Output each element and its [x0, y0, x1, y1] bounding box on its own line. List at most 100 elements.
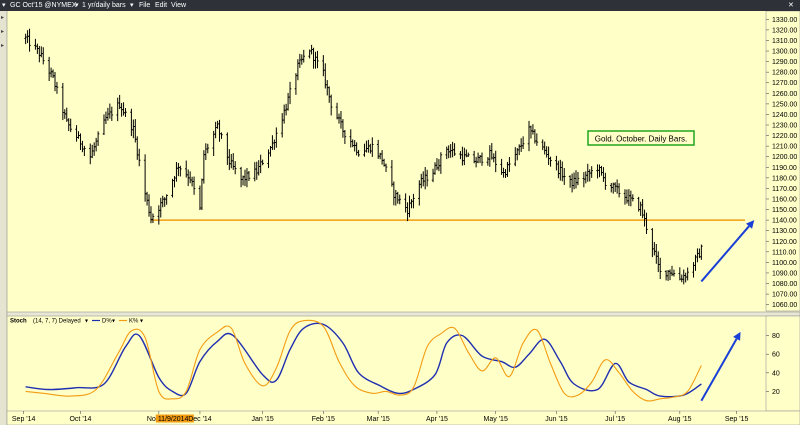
- stoch-axis: [765, 315, 800, 412]
- price-bar: [108, 103, 112, 119]
- price-bar: [549, 156, 552, 167]
- price-bar: [684, 272, 687, 283]
- grip-icon[interactable]: ▸: [1, 15, 4, 21]
- price-bar: [519, 138, 523, 152]
- price-bar: [143, 154, 147, 202]
- menu-edit[interactable]: Edit: [155, 2, 168, 9]
- price-bar: [535, 133, 539, 146]
- chevron-down-icon[interactable]: ▾: [75, 2, 79, 9]
- period-selector[interactable]: 1 yr/daily bars: [82, 2, 126, 9]
- price-tick-label: 1070.00: [772, 292, 797, 299]
- price-bar: [453, 143, 456, 156]
- price-bar: [34, 38, 37, 50]
- stoch-name: Stoch: [10, 319, 27, 325]
- price-bar: [513, 147, 517, 167]
- price-tick-label: 1170.00: [772, 186, 797, 193]
- price-bar: [410, 199, 413, 209]
- chevron-down-icon[interactable]: ▾: [130, 2, 134, 9]
- price-bar: [586, 163, 590, 182]
- price-bar: [425, 169, 429, 187]
- price-bar: [596, 164, 599, 179]
- price-bar: [700, 244, 703, 260]
- price-bar: [38, 45, 41, 63]
- price-bar: [39, 46, 43, 58]
- price-bar: [627, 189, 631, 206]
- price-bar: [555, 155, 558, 171]
- price-bar: [380, 150, 384, 165]
- panel-divider[interactable]: [6, 311, 800, 317]
- price-tick-label: 1330.00: [772, 17, 797, 24]
- price-bar: [92, 142, 96, 156]
- price-bar: [177, 163, 180, 177]
- time-tick-label: Aug '15: [668, 416, 692, 423]
- time-tick-label: May '15: [484, 416, 508, 423]
- price-bar: [216, 120, 219, 129]
- price-bar: [396, 191, 400, 204]
- price-tick-label: 1150.00: [772, 207, 797, 214]
- price-tick-label: 1200.00: [772, 154, 797, 161]
- price-bar: [286, 92, 290, 111]
- price-bar: [47, 56, 51, 81]
- grip-icon[interactable]: ▸: [1, 43, 4, 49]
- price-bar: [294, 73, 298, 95]
- price-bar: [480, 152, 484, 166]
- time-tick-label: Jun '15: [545, 416, 567, 423]
- chevron-down-icon[interactable]: ▾: [2, 2, 6, 9]
- price-bar: [298, 53, 302, 68]
- menu-file[interactable]: File: [139, 2, 151, 9]
- price-bar: [412, 193, 415, 209]
- price-bar: [437, 159, 441, 172]
- price-bar: [61, 82, 65, 121]
- price-bar: [124, 108, 127, 117]
- price-tick-label: 1220.00: [772, 133, 797, 140]
- price-bar: [486, 157, 490, 166]
- price-bar: [49, 67, 53, 78]
- price-tick-label: 1100.00: [772, 260, 797, 267]
- price-bar: [419, 173, 423, 189]
- chevron-down-icon[interactable]: ▾: [112, 319, 115, 325]
- price-bar: [588, 169, 592, 182]
- price-bar: [337, 113, 341, 124]
- symbol-selector[interactable]: GC Oct'15 @NYMEX: [10, 2, 77, 9]
- price-bar: [220, 132, 223, 139]
- price-bar: [335, 102, 339, 120]
- price-bar: [198, 185, 202, 211]
- price-tick-label: 1310.00: [772, 38, 797, 45]
- price-bar: [314, 51, 317, 69]
- menu-view[interactable]: View: [171, 2, 187, 9]
- price-bar: [341, 119, 345, 138]
- price-tick-label: 1060.00: [772, 302, 797, 309]
- price-bar: [280, 113, 284, 138]
- close-icon[interactable]: ✕: [788, 2, 794, 9]
- price-bar: [302, 49, 306, 63]
- price-bar: [582, 172, 586, 188]
- price-bar: [343, 130, 347, 144]
- price-bar: [672, 269, 676, 277]
- stoch-lines: [25, 319, 702, 402]
- price-bar: [568, 175, 572, 188]
- price-bar: [494, 150, 498, 173]
- price-bar: [261, 159, 264, 166]
- price-bar: [231, 153, 235, 170]
- price-bar: [678, 267, 682, 281]
- price-bar: [490, 143, 494, 160]
- price-bar: [81, 140, 84, 153]
- price-bar: [488, 145, 492, 167]
- time-tick-label: Feb '15: [312, 416, 335, 423]
- chevron-down-icon[interactable]: ▾: [85, 319, 88, 325]
- price-bar: [245, 168, 249, 188]
- grip-icon[interactable]: ▸: [1, 29, 4, 35]
- time-tick-label: No: [147, 416, 156, 423]
- price-bar: [656, 251, 660, 273]
- price-bar: [680, 274, 684, 283]
- price-bar: [682, 269, 686, 285]
- chart-svg: ▸ ▸ ▸ 1060.00 1070.00 1080.00 1090.00 1100.0…: [0, 11, 800, 425]
- price-bar: [259, 154, 262, 174]
- price-bar: [327, 86, 331, 103]
- chevron-down-icon[interactable]: ▾: [140, 319, 143, 325]
- price-bar: [247, 171, 251, 181]
- time-tick-label: Mar '15: [367, 416, 390, 423]
- price-bar: [408, 195, 411, 218]
- time-tick-label: Dec '14: [188, 416, 212, 423]
- price-bar: [159, 197, 163, 218]
